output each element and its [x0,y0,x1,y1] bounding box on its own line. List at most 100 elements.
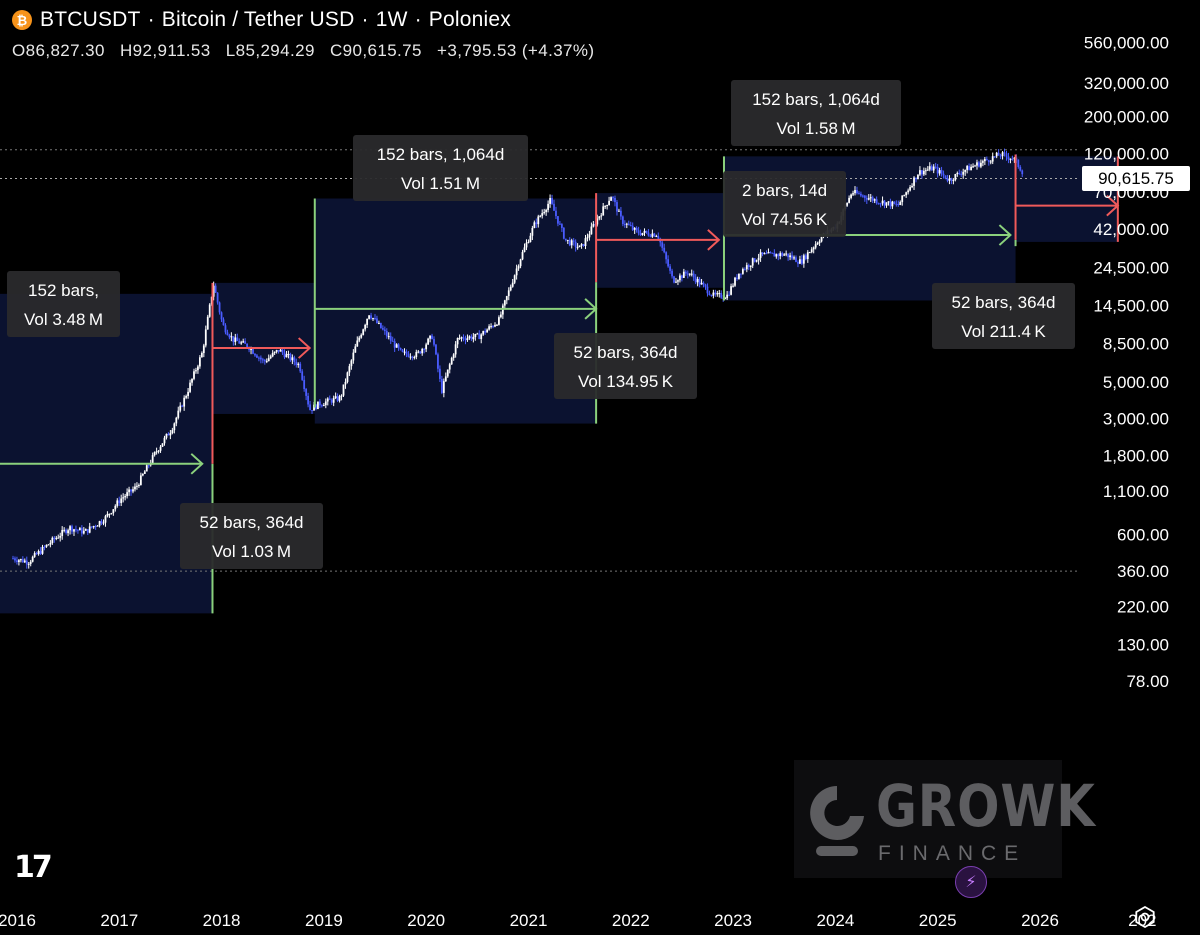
candle-body [860,193,862,196]
candle-body [576,247,579,249]
settings-gear-icon[interactable] [1134,906,1156,928]
candle-body [346,372,349,382]
candle-body [110,513,113,515]
candle-body [228,335,231,338]
ohlc-low: L85,294.29 [225,41,315,60]
candle-body [651,233,654,237]
candle-body [299,363,302,372]
candle-body [340,395,343,397]
candle-body [472,337,475,340]
candle-body [761,252,764,255]
candle-body [909,187,911,191]
annotation-text: 152 bars, 1,064d [377,145,505,164]
candle-body [177,410,180,418]
candle-body [77,529,79,531]
candle-body [621,216,624,224]
y-tick-label: 24,500.00 [1093,259,1169,278]
candle-body [578,245,581,248]
candle-body [753,258,756,262]
candle-body [924,170,927,172]
candle-body [633,227,636,230]
annotation-box [731,80,901,146]
candle-body [810,249,813,253]
candle-body [934,166,937,168]
candle-body [523,247,526,253]
candle-body [932,166,935,171]
candle-body [600,215,603,217]
candle-body [736,277,738,279]
candle-body [545,209,548,213]
interval[interactable]: 1W [375,8,408,31]
candle-body [895,203,898,205]
candle-body [342,384,345,396]
candle-body [649,235,652,237]
candle-body [80,528,83,534]
candle-body [1013,157,1016,159]
red-arrow-head [1106,194,1120,217]
candle-body [468,336,471,338]
y-tick-label: 1,100.00 [1103,482,1169,501]
candle-body [741,269,744,274]
candle-body [389,336,392,341]
candle-body [570,240,573,246]
candle-body [49,542,52,545]
candle-body [232,336,235,342]
candle-body [391,340,394,342]
candle-body [230,336,233,338]
symbol[interactable]: BTCUSDT [40,8,141,31]
candle-body [647,232,650,236]
candle-body [319,401,321,406]
candle-body [376,318,378,324]
candle-body [677,280,679,282]
candle-body [944,175,947,179]
candle-body [126,492,129,497]
candle-body [139,475,142,485]
candle-body [283,352,286,358]
candle-body [200,353,203,358]
candle-body [964,169,967,172]
x-tick-label: 2025 [919,911,957,930]
lightning-icon[interactable]: ⚡ [955,866,987,898]
candle-body [238,341,241,344]
candle-body [138,484,140,486]
candle-body [415,352,418,357]
candle-body [250,348,252,351]
candle-body [419,351,422,354]
tradingview-logo-icon[interactable]: 17 [14,850,53,885]
candle-body [153,452,156,456]
candle-body [381,328,384,330]
candle-body [928,166,931,170]
candle-body [439,368,441,379]
candle-body [124,496,127,498]
candle-body [499,314,502,318]
candle-body [724,298,727,300]
annotation-box [180,503,323,569]
candle-body [258,357,260,359]
candle-body [364,324,367,330]
candle-body [379,322,382,329]
candle-body [442,381,445,393]
candle-body [887,201,890,203]
candle-body [618,210,620,212]
candle-body [185,396,188,398]
candle-body [25,560,28,565]
candle-body [277,350,280,352]
candle-body [771,252,774,254]
x-tick-label: 2023 [714,911,752,930]
candle-body [848,197,851,203]
candle-body [75,529,77,531]
candle-body [930,166,933,171]
candle-body [12,558,14,560]
candle-body [682,271,685,278]
chart-header: ₿ BTCUSDT · Bitcoin / Tether USD · 1W · … [12,8,605,61]
candle-body [496,324,498,326]
candle-body [222,319,225,326]
candle-body [181,405,184,407]
candle-body [562,227,565,239]
candle-body [18,560,20,562]
candle-body [291,357,294,361]
annotation-text: 52 bars, 364d [574,343,678,362]
candle-body [82,530,85,534]
candle-body [157,450,160,452]
